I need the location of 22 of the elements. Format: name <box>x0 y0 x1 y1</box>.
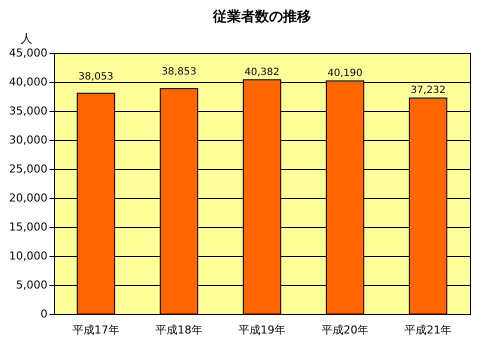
y-tick-label: 15,000 <box>9 220 48 234</box>
y-tick-label: 10,000 <box>9 250 48 262</box>
x-tick-label: 平成17年 <box>72 324 120 336</box>
y-tick-label: 45,000 <box>9 46 48 60</box>
y-tick-label: 20,000 <box>9 192 48 204</box>
y-tick-label: 5,000 <box>16 278 48 292</box>
y-axis-title: 人 <box>20 32 32 46</box>
data-label: 38,853 <box>161 66 196 78</box>
x-tick-label: 平成20年 <box>322 324 369 336</box>
data-label: 38,053 <box>78 71 114 82</box>
x-tick-label: 平成18年 <box>155 324 202 336</box>
data-label: 37,232 <box>410 85 446 96</box>
y-tick-label: 0 <box>40 308 48 320</box>
chart-title: 従業者数の推移 <box>212 9 311 25</box>
y-tick-label: 25,000 <box>9 162 48 176</box>
data-label: 40,190 <box>328 68 363 79</box>
y-tick-label: 30,000 <box>9 134 48 146</box>
x-tick-label: 平成19年 <box>238 324 286 336</box>
data-label: 40,382 <box>244 66 280 78</box>
x-tick-label: 平成21年 <box>404 324 452 336</box>
y-tick-label: 40,000 <box>9 76 48 88</box>
y-tick-label: 35,000 <box>9 104 48 118</box>
